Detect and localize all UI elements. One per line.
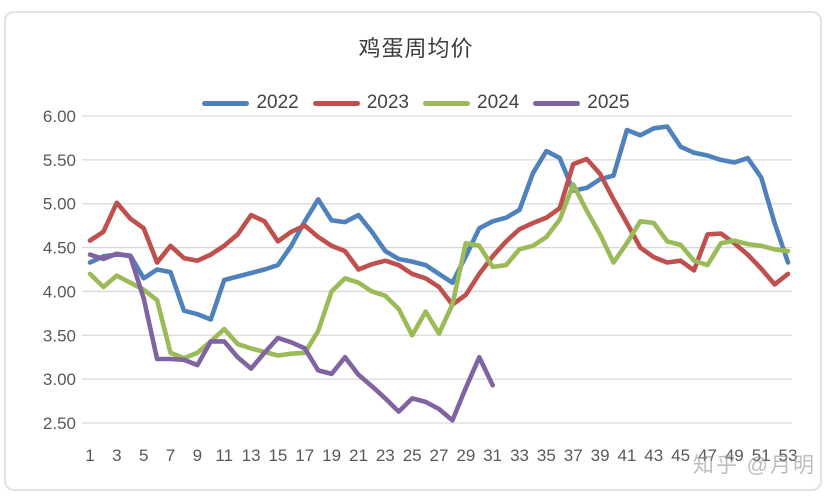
x-axis-label: 19 [322, 446, 341, 465]
x-axis-label: 9 [193, 446, 202, 465]
x-axis-label: 11 [215, 446, 233, 465]
x-axis-label: 15 [268, 446, 287, 465]
x-axis-label: 1 [85, 446, 94, 465]
x-axis-label: 51 [752, 446, 771, 465]
y-axis-label: 5.50 [43, 151, 76, 170]
x-axis-label: 41 [617, 446, 636, 465]
x-axis-label: 25 [403, 446, 422, 465]
x-axis-label: 33 [510, 446, 529, 465]
x-axis-label: 49 [725, 446, 744, 465]
y-axis-label: 6.00 [43, 107, 76, 126]
x-axis-label: 45 [671, 446, 690, 465]
x-axis-label: 27 [430, 446, 449, 465]
y-axis-label: 3.00 [43, 370, 76, 389]
y-axis-label: 2.50 [43, 414, 76, 433]
x-axis-label: 37 [564, 446, 583, 465]
x-axis-label: 53 [779, 446, 798, 465]
series-line-2022 [87, 124, 791, 322]
legend-swatch-2023 [312, 100, 360, 106]
legend-item-2023: 2023 [312, 92, 409, 114]
x-axis-label: 21 [349, 446, 368, 465]
legend-item-2022: 2022 [202, 92, 299, 114]
legend-label-2023: 2023 [366, 92, 409, 113]
x-axis-label: 7 [166, 446, 175, 465]
legend-item-2025: 2025 [533, 92, 630, 114]
x-axis-label: 23 [376, 446, 395, 465]
legend-label-2024: 2024 [477, 92, 520, 113]
legend-item-2024: 2024 [423, 92, 519, 114]
x-axis-label: 43 [644, 446, 663, 465]
series-line-2023 [87, 156, 791, 307]
y-axis-label: 3.50 [43, 326, 76, 345]
legend-swatch-2025 [533, 100, 581, 106]
y-axis-label: 5.00 [43, 195, 76, 214]
x-axis-label: 13 [242, 446, 261, 465]
chart-title: 鸡蛋周均价 [358, 36, 474, 61]
x-axis-label: 47 [698, 446, 717, 465]
series-line-2025 [87, 251, 496, 423]
legend-label-2025: 2025 [587, 92, 630, 113]
x-axis-label: 39 [591, 446, 610, 465]
x-axis-label: 3 [112, 446, 121, 465]
x-axis-label: 31 [483, 446, 502, 465]
legend-label-2022: 2022 [256, 92, 299, 113]
x-axis-label: 17 [295, 446, 314, 465]
legend-swatch-2022 [202, 100, 250, 106]
legend-swatch-2024 [423, 100, 470, 106]
x-axis-label: 5 [139, 446, 148, 465]
y-axis-label: 4.00 [43, 282, 76, 301]
chart-legend: 2022 2023 2024 2025 [0, 92, 832, 114]
x-axis-label: 35 [537, 446, 556, 465]
y-axis-label: 4.50 [43, 239, 76, 258]
x-axis-label: 29 [456, 446, 475, 465]
